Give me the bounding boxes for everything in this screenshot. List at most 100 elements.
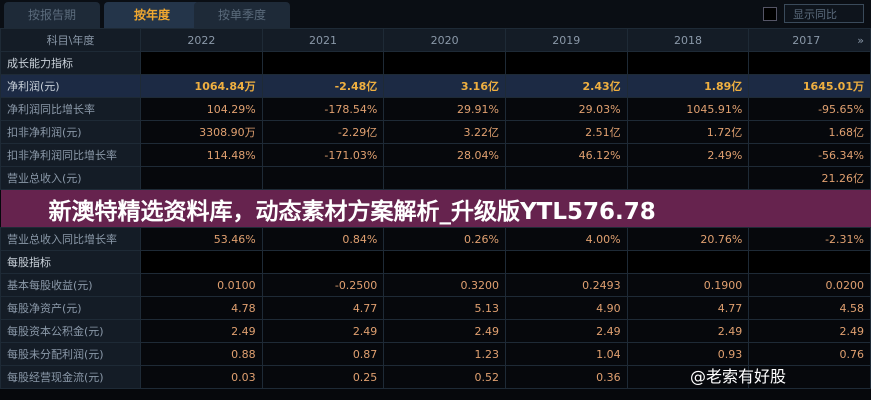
row-label: 净利润同比增长率 [0, 97, 141, 121]
cell-value: 1645.01万 [748, 74, 871, 98]
year-header[interactable]: 2019 [504, 28, 628, 52]
table-row[interactable]: 扣非净利润(元) 3308.90万 -2.29亿 3.22亿 2.51亿 1.72亿 1.6… [0, 120, 871, 144]
cell-value: 0.25 [261, 365, 385, 389]
year-header[interactable]: 2017 » [748, 28, 871, 52]
row-label: 营业总收入同比增长率 [0, 227, 141, 251]
cell-value: -171.03% [261, 143, 385, 167]
cell-value: -0.2500 [261, 273, 385, 297]
cell-value [504, 51, 628, 75]
table-row[interactable]: 每股指标 [0, 250, 871, 274]
watermark: @老索有好股 [690, 367, 787, 386]
cell-value [748, 250, 871, 274]
cell-value [748, 365, 871, 389]
cell-value: 0.36 [504, 365, 628, 389]
cell-value: -95.65% [748, 97, 871, 121]
tab-by-year[interactable]: 按年度 [104, 2, 200, 28]
cell-value: 0.03 [140, 365, 263, 389]
year-label: 2021 [308, 33, 337, 47]
year-label: 2022 [187, 33, 216, 47]
cell-value: 2.49 [261, 319, 385, 343]
cell-value: 2.43亿 [504, 74, 628, 98]
banner-row: 新澳特精选资料库，动态素材方案解析_升级版YTL576.78 [0, 189, 871, 228]
table-row[interactable]: 每股资本公积金(元) 2.49 2.49 2.49 2.49 2.49 2.49 [0, 319, 871, 343]
table-row[interactable]: 净利润同比增长率 104.29% -178.54% 29.91% 29.03% 1045.… [0, 97, 871, 121]
cell-value: 4.00% [504, 227, 628, 251]
cell-value: 4.78 [140, 296, 263, 320]
cell-value: 4.90 [504, 296, 628, 320]
cell-value: 21.26亿 [748, 166, 871, 190]
cell-value: -56.34% [748, 143, 871, 167]
title-banner: 新澳特精选资料库，动态素材方案解析_升级版YTL576.78 [0, 189, 871, 228]
cell-value [504, 166, 628, 190]
cell-value: -2.31% [748, 227, 871, 251]
row-label: 每股未分配利润(元) [0, 342, 141, 366]
cell-value [261, 51, 385, 75]
table-row[interactable]: 每股净资产(元) 4.78 4.77 5.13 4.90 4.77 4.58 [0, 296, 871, 320]
year-header[interactable]: 2018 [626, 28, 750, 52]
cell-value [748, 51, 871, 75]
cell-value: 46.12% [504, 143, 628, 167]
cell-value: 0.2493 [504, 273, 628, 297]
table-row[interactable]: 每股未分配利润(元) 0.88 0.87 1.23 1.04 0.93 0.76 [0, 342, 871, 366]
cell-value: 0.76 [748, 342, 871, 366]
cell-value [626, 51, 750, 75]
cell-value: 3308.90万 [140, 120, 263, 144]
table-row[interactable]: 营业总收入同比增长率 53.46% 0.84% 0.26% 4.00% 20.76% -2.… [0, 227, 871, 251]
more-columns-icon[interactable]: » [857, 33, 864, 47]
year-label: 2018 [673, 33, 702, 47]
cell-value [261, 250, 385, 274]
cell-value [383, 250, 506, 274]
financial-table: 科目\年度 2022 2021 2020 2019 2018 2017 » 成长能力指标 净利润(… [0, 28, 871, 389]
cell-value: 29.91% [383, 97, 506, 121]
year-header[interactable]: 2020 [383, 28, 506, 52]
cell-value: 0.52 [383, 365, 506, 389]
header-label: 科目\年度 [0, 28, 141, 52]
row-label: 营业总收入(元) [0, 166, 141, 190]
table-row[interactable]: 成长能力指标 [0, 51, 871, 75]
cell-value: 4.58 [748, 296, 871, 320]
cell-value: -2.29亿 [261, 120, 385, 144]
cell-value: 1.04 [504, 342, 628, 366]
cell-value: -2.48亿 [261, 74, 385, 98]
tab-by-quarter[interactable]: 按单季度 [194, 2, 290, 28]
year-header[interactable]: 2022 [140, 28, 263, 52]
show-yoy-label[interactable]: 显示同比 [784, 4, 864, 23]
cell-value: 0.1900 [626, 273, 750, 297]
cell-value: 0.88 [140, 342, 263, 366]
cell-value: 4.77 [261, 296, 385, 320]
show-yoy-checkbox[interactable] [763, 7, 777, 21]
table-row[interactable]: 扣非净利润同比增长率 114.48% -171.03% 28.04% 46.12% 2.4… [0, 143, 871, 167]
cell-value: 1.23 [383, 342, 506, 366]
cell-value [383, 166, 506, 190]
table-row[interactable]: 净利润(元) 1064.84万 -2.48亿 3.16亿 2.43亿 1.89亿 1645.… [0, 74, 871, 98]
year-label: 2020 [430, 33, 459, 47]
row-label: 每股净资产(元) [0, 296, 141, 320]
tab-by-report-period[interactable]: 按报告期 [4, 2, 100, 28]
cell-value: 2.49 [383, 319, 506, 343]
table-row[interactable]: 每股经营现金流(元) 0.03 0.25 0.52 0.36 [0, 365, 871, 389]
row-label: 扣非净利润同比增长率 [0, 143, 141, 167]
cell-value: 114.48% [140, 143, 263, 167]
cell-value: 0.26% [383, 227, 506, 251]
tab-bar: 按报告期 按年度 按单季度 显示同比 [0, 0, 871, 28]
cell-value [261, 166, 385, 190]
cell-value: 1045.91% [626, 97, 750, 121]
row-label: 每股资本公积金(元) [0, 319, 141, 343]
cell-value: 53.46% [140, 227, 263, 251]
cell-value: 2.49 [748, 319, 871, 343]
cell-value: 1.72亿 [626, 120, 750, 144]
cell-value: 0.87 [261, 342, 385, 366]
cell-value: 3.22亿 [383, 120, 506, 144]
table-row[interactable]: 基本每股收益(元) 0.0100 -0.2500 0.3200 0.2493 0.1900… [0, 273, 871, 297]
cell-value: 0.93 [626, 342, 750, 366]
cell-value: 0.84% [261, 227, 385, 251]
cell-value: 104.29% [140, 97, 263, 121]
cell-value: 4.77 [626, 296, 750, 320]
cell-value [626, 250, 750, 274]
year-header[interactable]: 2021 [261, 28, 385, 52]
cell-value: -178.54% [261, 97, 385, 121]
cell-value: 2.49 [140, 319, 263, 343]
cell-value [140, 51, 263, 75]
cell-value [140, 166, 263, 190]
table-row[interactable]: 营业总收入(元) 21.26亿 [0, 166, 871, 190]
